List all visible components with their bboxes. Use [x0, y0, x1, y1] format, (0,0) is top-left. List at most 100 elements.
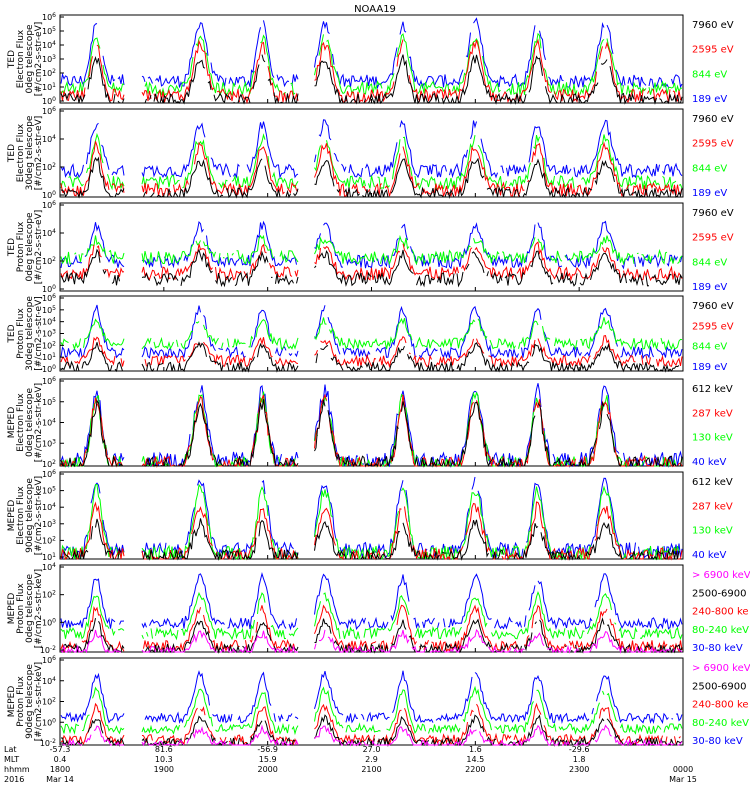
- series-line-40-kev: [60, 383, 683, 468]
- legend-label-black: 2500-6900: [692, 588, 747, 599]
- legend-label-black: 2500-6900: [692, 681, 747, 692]
- y-tick-label: 100: [42, 190, 56, 200]
- y-tick-label: 102: [42, 162, 56, 172]
- legend-label-green: 80-240 keV: [692, 625, 749, 636]
- series-line-80-240-kev: [60, 590, 683, 641]
- y-axis-label: TEDElectron Flux0deg telescope[#/cm2-s-s…: [7, 22, 44, 97]
- series-line-287-kev: [60, 501, 683, 561]
- y-tick-label: 104: [42, 562, 56, 572]
- series-line-844-ev: [60, 234, 683, 266]
- panel-frame: [59, 108, 684, 198]
- legend-label-blue: 189 eV: [692, 362, 727, 373]
- x-row-label: MLT: [4, 755, 19, 764]
- legend-label-green: 130 keV: [692, 433, 733, 444]
- series-line-7960-ev: [60, 248, 683, 288]
- legend-label-green: 130 keV: [692, 526, 733, 537]
- legend-label-blue: 189 eV: [692, 282, 727, 293]
- legend-label-black: 7960 eV: [692, 114, 734, 125]
- y-tick-label: 102: [42, 256, 56, 266]
- series-line-2595-ev: [60, 335, 683, 369]
- x-tick-hhmm: 0000: [673, 765, 693, 774]
- series-line-7960-ev: [60, 54, 683, 105]
- x-tick-mlt: 2.9: [365, 755, 378, 764]
- legend-label-green: 844 eV: [692, 163, 727, 174]
- panel-frame: [59, 657, 684, 746]
- x-tick-lat: -29.6: [569, 745, 590, 754]
- x-row-label: hhmm: [4, 765, 30, 774]
- x-tick-lat: -57.3: [50, 745, 71, 754]
- legend-label-black: 612 keV: [692, 384, 733, 395]
- y-tick-label: 103: [42, 438, 56, 448]
- legend-label-red: 2595 eV: [692, 139, 734, 150]
- legend-label-red: 2595 eV: [692, 321, 734, 332]
- legend-label-black: 7960 eV: [692, 301, 734, 312]
- panel-frame: [59, 295, 684, 372]
- legend-label-green: 844 eV: [692, 342, 727, 353]
- series-line--6900-kev: [62, 724, 683, 747]
- series-line-2595-ev: [60, 241, 683, 282]
- y-tick-label: 102: [42, 590, 56, 600]
- series-line-2595-ev: [60, 38, 683, 105]
- y-tick-label: 103: [42, 519, 56, 529]
- legend-label-black: 7960 eV: [692, 208, 734, 219]
- series-line-7960-ev: [60, 156, 683, 199]
- x-tick-hhmm: 2200: [465, 765, 485, 774]
- series-line-240-800-ke: [60, 702, 681, 746]
- y-tick-label: 104: [42, 228, 56, 238]
- y-tick-label: 103: [42, 54, 56, 64]
- x-tick-hhmm: 2100: [361, 765, 381, 774]
- y-tick-label: 104: [42, 317, 56, 327]
- y-tick-label: 10-2: [40, 738, 56, 748]
- x-tick-mlt: 0.4: [54, 755, 67, 764]
- y-tick-label: 10-2: [40, 645, 56, 655]
- x-tick-hhmm: 2000: [257, 765, 277, 774]
- y-tick-label: 106: [42, 200, 56, 210]
- legend-label-green: 844 eV: [692, 257, 727, 268]
- legend-label-red: 2595 eV: [692, 45, 734, 56]
- y-tick-label: 104: [42, 40, 56, 50]
- series-line-189-ev: [60, 304, 683, 360]
- legend-label-magenta: > 6900 keV: [692, 663, 750, 674]
- y-tick-label: 100: [42, 717, 56, 727]
- legend-label-blue: 30-80 keV: [692, 736, 743, 747]
- series-line-189-ev: [60, 17, 683, 90]
- y-axis-label: MEPEDProton Flux0deg telescope[#/cm2-s-s…: [7, 569, 44, 648]
- y-tick-label: 105: [42, 397, 56, 407]
- y-tick-label: 102: [42, 697, 56, 707]
- x-row-label: Lat: [4, 745, 17, 754]
- x-tick-mlt: 15.9: [259, 755, 277, 764]
- series-line-844-ev: [60, 132, 683, 191]
- legend-label-red: 2595 eV: [692, 233, 734, 244]
- legend-label-blue: 189 eV: [692, 94, 727, 105]
- y-axis-label: MEPEDProton Flux90deg telescope[#/cm2-s-…: [7, 662, 44, 741]
- series-line-80-240-kev: [60, 685, 683, 736]
- series-line-40-kev: [60, 476, 683, 560]
- series-line-844-ev: [60, 317, 683, 351]
- y-tick-label: 104: [42, 134, 56, 144]
- y-axis-label: TEDProton Flux0deg telescope[#/cm2-s-str…: [7, 210, 44, 285]
- panel-frame: [59, 564, 684, 653]
- x-tick-date: Mar 14: [46, 775, 74, 784]
- legend-label-blue: 40 keV: [692, 457, 726, 468]
- x-row-label: 2016: [4, 775, 24, 784]
- y-tick-label: 106: [42, 12, 56, 22]
- legend-label-red: 287 keV: [692, 408, 733, 419]
- y-tick-label: 100: [42, 364, 56, 374]
- series-line-612-kev: [60, 399, 683, 468]
- y-axis-label: TEDElectron Flux30deg telescope[#/cm2-s-…: [7, 115, 44, 190]
- legend-label-blue: 40 keV: [692, 550, 726, 561]
- x-tick-lat: 27.0: [363, 745, 381, 754]
- y-tick-label: 102: [42, 459, 56, 469]
- legend-label-green: 844 eV: [692, 69, 727, 80]
- y-tick-label: 106: [42, 376, 56, 386]
- legend-label-black: 7960 eV: [692, 20, 734, 31]
- x-tick-lat: -56.9: [257, 745, 278, 754]
- series-line-189-ev: [60, 220, 683, 270]
- y-tick-label: 106: [42, 655, 56, 665]
- x-tick-hhmm: 1800: [50, 765, 70, 774]
- y-tick-label: 106: [42, 106, 56, 116]
